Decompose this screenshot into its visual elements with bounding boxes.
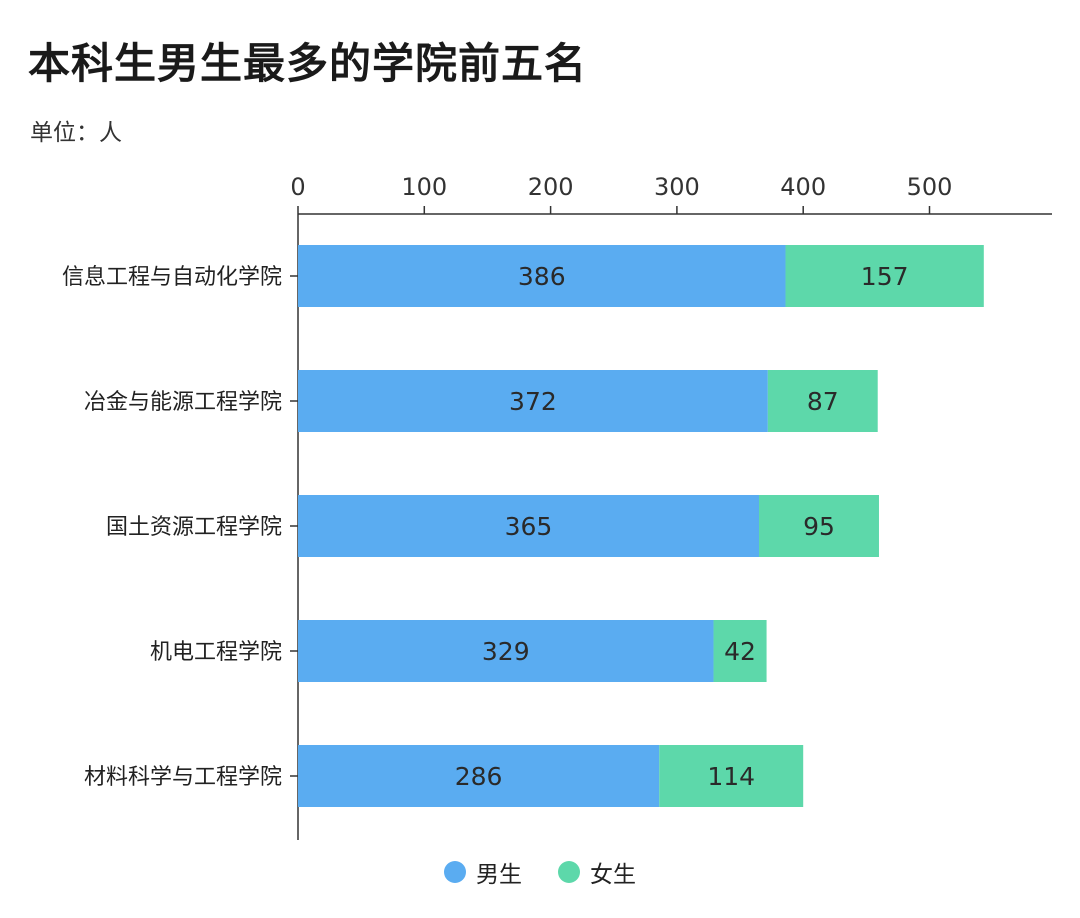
bar-segment-male	[298, 495, 759, 557]
bar-segment-female	[659, 745, 804, 807]
bar-segment-male	[298, 745, 660, 807]
bar-segment-female	[767, 370, 878, 432]
data-label: 87	[807, 387, 839, 416]
x-tick-label: 300	[654, 173, 700, 201]
chart-title: 本科生男生最多的学院前五名	[28, 39, 588, 88]
legend-swatch	[558, 861, 580, 883]
category-label: 冶金与能源工程学院	[84, 390, 282, 415]
category-label: 国土资源工程学院	[106, 515, 282, 540]
bar-segment-female	[785, 245, 984, 307]
data-label: 157	[861, 262, 909, 291]
legend-item-male: 男生	[444, 855, 522, 889]
bar-segment-female	[713, 620, 767, 682]
bar-segment-female	[758, 495, 879, 557]
bar-segment-male	[298, 620, 714, 682]
legend-label: 男生	[476, 862, 522, 888]
category-label: 信息工程与自动化学院	[62, 265, 282, 290]
data-label: 386	[518, 262, 566, 291]
legend-label: 女生	[590, 862, 636, 888]
data-label: 42	[724, 637, 756, 666]
category-label: 机电工程学院	[150, 640, 282, 665]
x-tick-label: 500	[907, 173, 953, 201]
data-label: 372	[509, 387, 557, 416]
x-tick-label: 0	[290, 173, 305, 201]
x-tick-label: 400	[780, 173, 826, 201]
legend-swatch	[444, 861, 466, 883]
data-label: 329	[482, 637, 530, 666]
bar-segment-male	[298, 245, 786, 307]
data-label: 95	[803, 512, 835, 541]
bar-segment-male	[298, 370, 768, 432]
data-label: 286	[455, 762, 503, 791]
unit-label: 单位：人	[30, 120, 122, 146]
data-label: 114	[707, 762, 755, 791]
legend: 男生 女生	[0, 855, 1080, 889]
legend-item-female: 女生	[558, 855, 636, 889]
x-tick-label: 200	[528, 173, 574, 201]
category-label: 材料科学与工程学院	[84, 765, 282, 790]
data-label: 365	[505, 512, 553, 541]
x-tick-label: 100	[401, 173, 447, 201]
